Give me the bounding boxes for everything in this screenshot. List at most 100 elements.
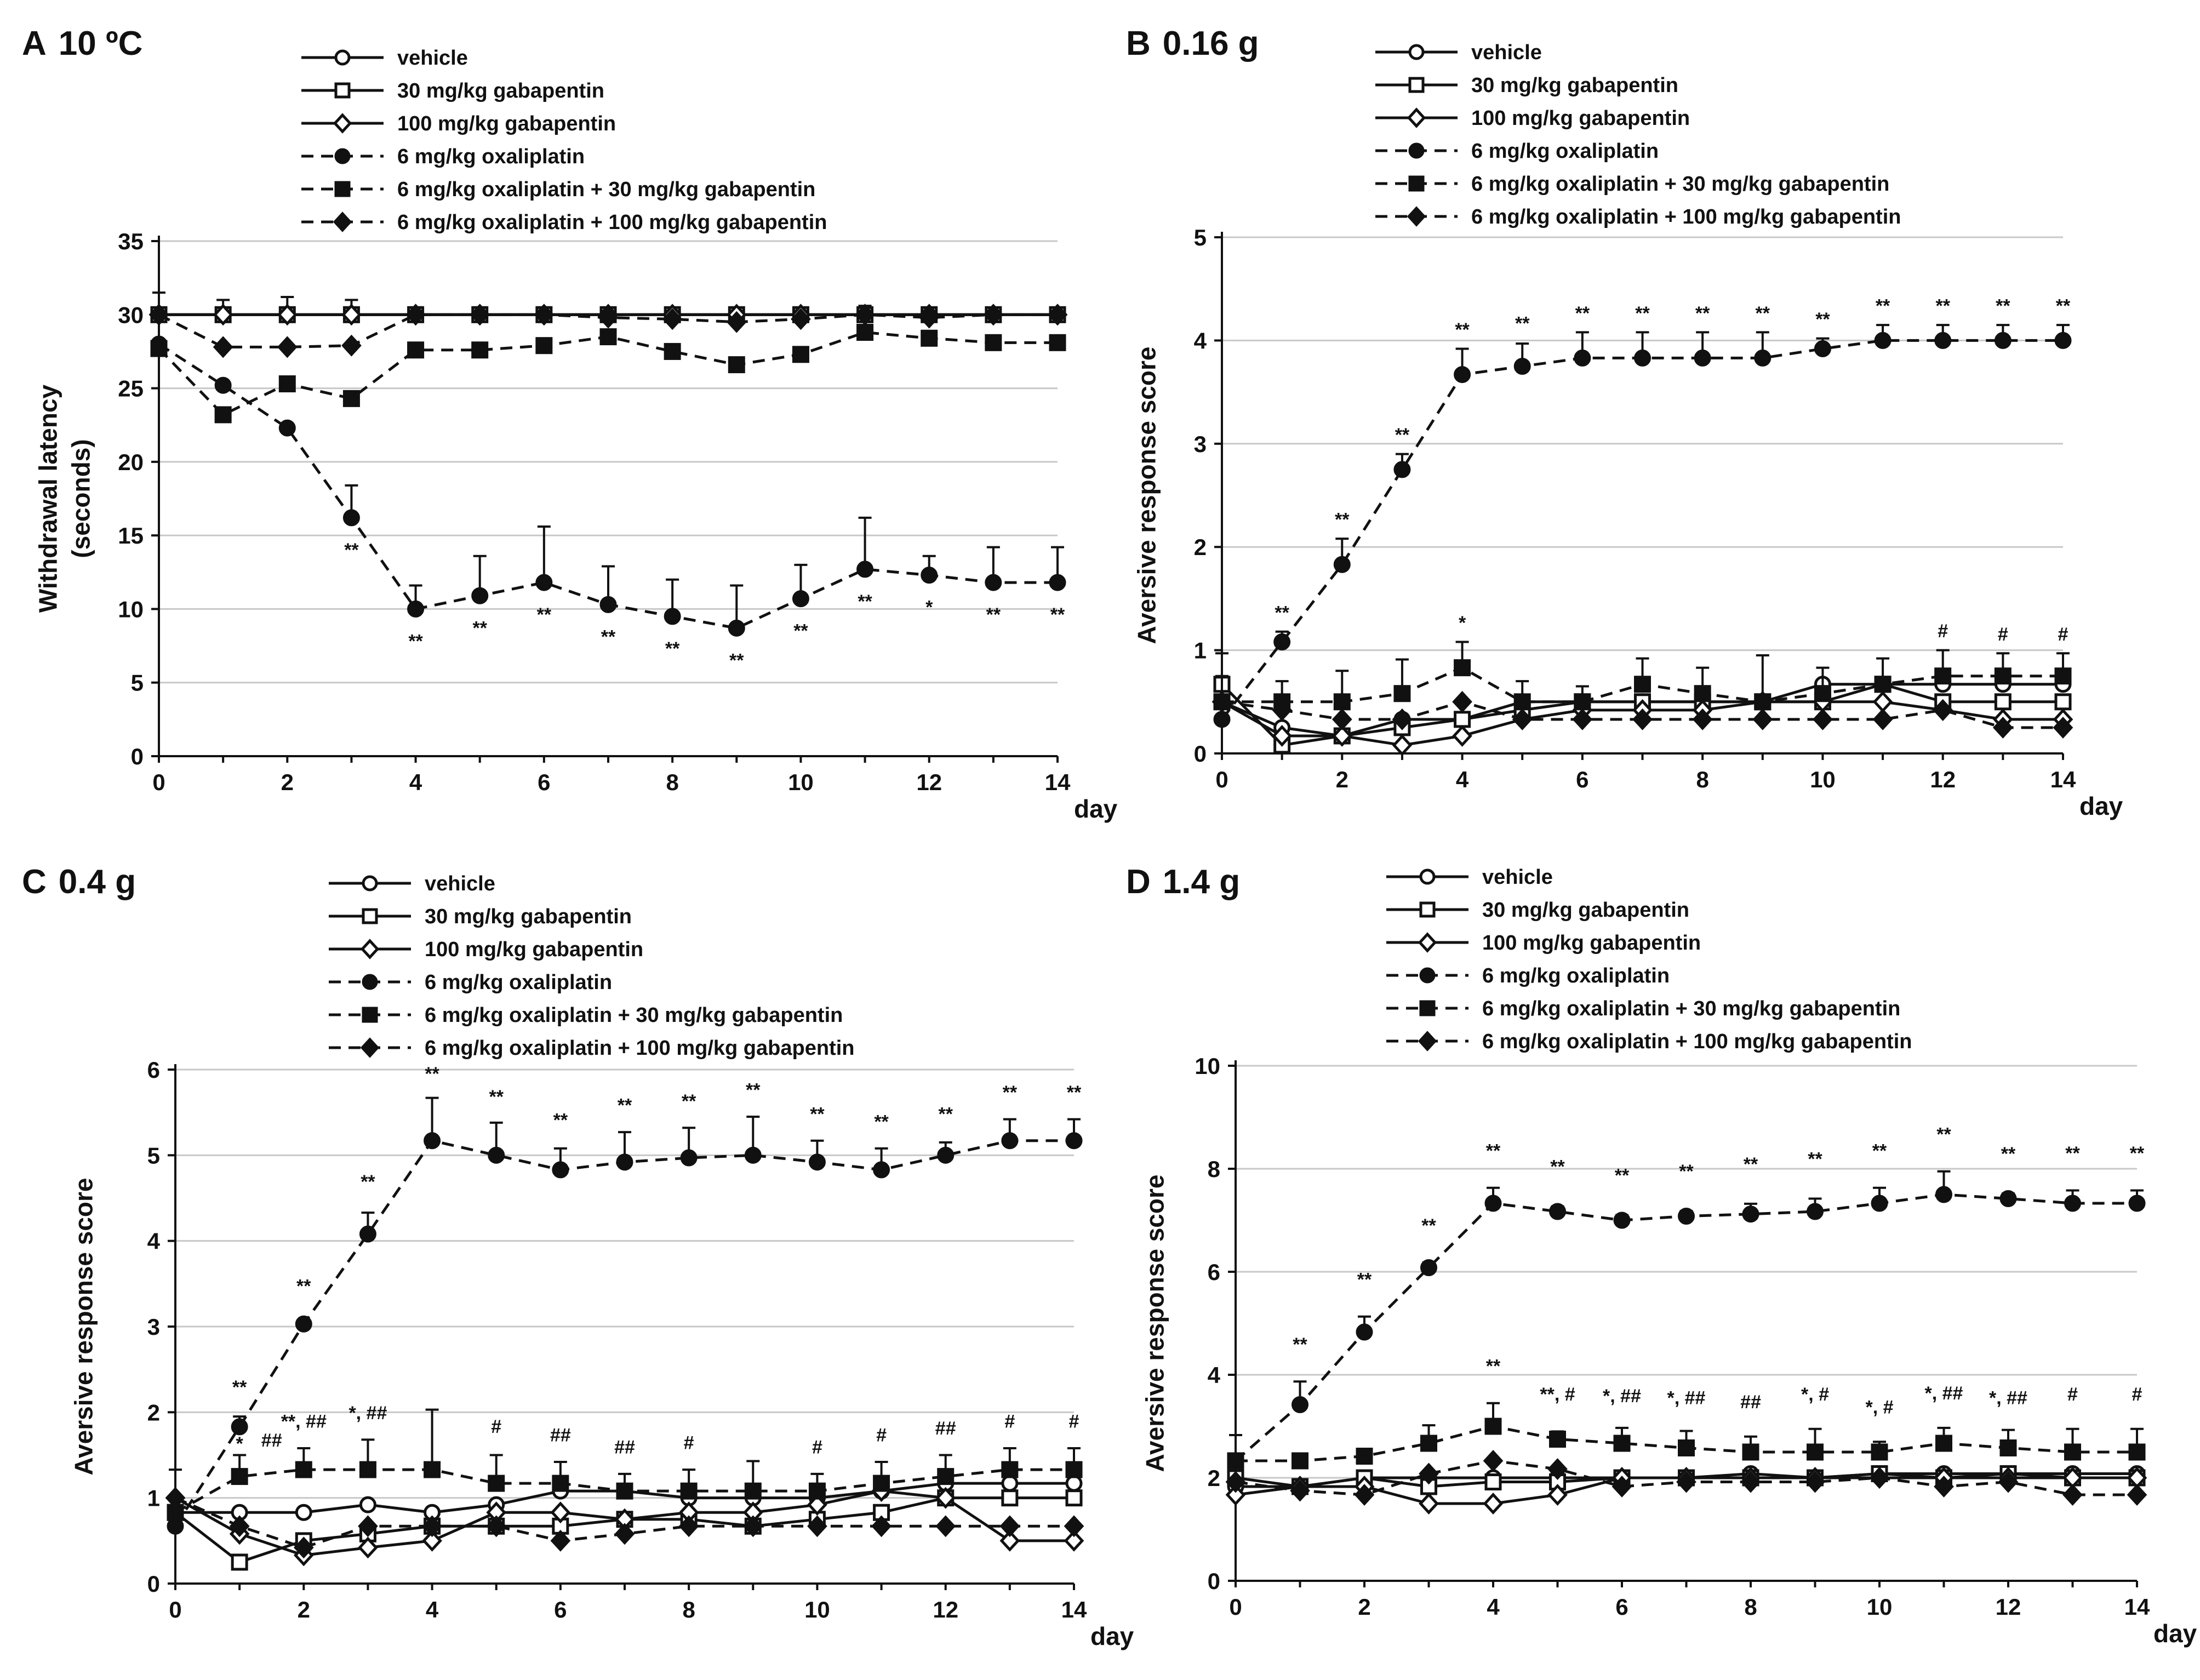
data-point bbox=[550, 1529, 571, 1552]
significance-marker: ** bbox=[938, 1104, 953, 1124]
significance-marker: ** bbox=[729, 650, 744, 671]
data-point bbox=[295, 1315, 312, 1333]
data-point bbox=[856, 324, 874, 341]
data-point bbox=[278, 375, 296, 393]
data-point bbox=[1354, 1484, 1375, 1506]
significance-marker: # bbox=[1938, 621, 1948, 642]
y-tick-label: 6 bbox=[1208, 1259, 1220, 1285]
significance-marker: * bbox=[236, 1433, 244, 1454]
data-point bbox=[359, 1496, 376, 1513]
data-point bbox=[1001, 1461, 1019, 1478]
x-tick-label: 8 bbox=[1744, 1594, 1757, 1620]
y-tick-label: 35 bbox=[118, 228, 144, 254]
legend-marker bbox=[333, 212, 352, 232]
significance-marker: ## bbox=[935, 1418, 956, 1439]
data-point bbox=[1292, 1452, 1308, 1470]
significance-marker: ** bbox=[1275, 602, 1289, 623]
x-tick-label: 14 bbox=[2124, 1594, 2150, 1620]
x-axis-title: day bbox=[2153, 1619, 2197, 1648]
data-point bbox=[1393, 461, 1411, 478]
legend-entry: 6 mg/kg oxaliplatin + 100 mg/kg gabapent… bbox=[329, 1037, 854, 1060]
legend-entry: vehicle bbox=[1386, 866, 1553, 889]
y-tick-label: 0 bbox=[1208, 1568, 1220, 1594]
y-tick-label: 4 bbox=[1208, 1362, 1221, 1388]
significance-marker: ** bbox=[665, 638, 680, 659]
data-point bbox=[1999, 1190, 2017, 1208]
data-point bbox=[1998, 1471, 2019, 1493]
data-point bbox=[295, 1504, 312, 1521]
significance-marker: ** bbox=[1996, 296, 2010, 317]
y-axis-title: Aversive response score bbox=[1133, 347, 1161, 644]
legend-label: 6 mg/kg oxaliplatin + 30 mg/kg gabapenti… bbox=[397, 178, 815, 201]
panel-condition: 1.4 g bbox=[1163, 863, 1240, 901]
data-point bbox=[1634, 349, 1651, 367]
legend-entry: 6 mg/kg oxaliplatin + 30 mg/kg gabapenti… bbox=[301, 178, 815, 201]
panel-letter: C bbox=[22, 863, 47, 901]
data-point bbox=[937, 1146, 955, 1164]
data-point bbox=[808, 1153, 826, 1171]
data-point bbox=[1807, 1443, 1824, 1461]
significance-marker: *, ## bbox=[1667, 1388, 1706, 1409]
data-point bbox=[422, 1515, 442, 1538]
data-point bbox=[919, 306, 940, 329]
y-tick-label: 8 bbox=[1208, 1156, 1220, 1182]
data-point bbox=[1934, 667, 1952, 685]
legend-marker bbox=[1408, 142, 1425, 159]
significance-marker: *, ## bbox=[1925, 1383, 1963, 1404]
data-point bbox=[999, 1529, 1020, 1552]
data-point bbox=[1513, 358, 1531, 375]
significance-marker: ** bbox=[874, 1111, 889, 1132]
significance-marker: ## bbox=[261, 1430, 282, 1451]
legend-label: 100 mg/kg gabapentin bbox=[425, 938, 643, 961]
panel-condition: 0.4 g bbox=[59, 863, 136, 901]
significance-marker: ** bbox=[2065, 1143, 2080, 1164]
data-point bbox=[1871, 1443, 1888, 1461]
data-point bbox=[2053, 716, 2073, 739]
significance-marker: ** bbox=[1395, 425, 1410, 445]
data-point bbox=[1934, 332, 1952, 349]
data-point bbox=[342, 509, 360, 527]
data-point bbox=[1290, 1479, 1310, 1502]
significance-marker: ** bbox=[489, 1087, 504, 1107]
data-point bbox=[552, 1161, 569, 1179]
data-point bbox=[728, 619, 745, 637]
data-point bbox=[1356, 1323, 1373, 1341]
data-point bbox=[1333, 556, 1351, 573]
data-point bbox=[1483, 1493, 1504, 1515]
significance-marker: ** bbox=[682, 1091, 696, 1112]
significance-marker: *, ## bbox=[348, 1403, 387, 1424]
significance-marker: # bbox=[2067, 1384, 2078, 1405]
data-point bbox=[1049, 574, 1066, 591]
significance-marker: * bbox=[1459, 613, 1466, 633]
data-point bbox=[662, 308, 683, 330]
data-point bbox=[614, 1523, 635, 1545]
y-tick-label: 5 bbox=[131, 670, 144, 696]
data-point bbox=[1934, 1476, 1954, 1498]
legend-label: 6 mg/kg oxaliplatin + 30 mg/kg gabapenti… bbox=[425, 1004, 843, 1027]
y-tick-label: 20 bbox=[118, 449, 144, 475]
data-point bbox=[424, 1461, 441, 1478]
y-tick-label: 5 bbox=[147, 1142, 160, 1168]
y-tick-label: 30 bbox=[118, 302, 144, 328]
data-point bbox=[165, 1487, 186, 1509]
x-tick-label: 12 bbox=[933, 1597, 958, 1622]
data-point bbox=[807, 1494, 827, 1516]
legend-entry: 30 mg/kg gabapentin bbox=[1386, 899, 1689, 922]
data-point bbox=[1692, 708, 1713, 730]
legend-entry: 100 mg/kg gabapentin bbox=[301, 112, 616, 135]
significance-marker: ** bbox=[1756, 303, 1770, 324]
data-point bbox=[1994, 693, 2012, 711]
significance-marker: ** bbox=[472, 618, 487, 638]
x-tick-label: 14 bbox=[1061, 1597, 1087, 1622]
significance-marker: ** bbox=[1455, 319, 1470, 340]
data-point bbox=[1332, 725, 1352, 747]
x-tick-label: 12 bbox=[1930, 767, 1956, 792]
significance-marker: ** bbox=[746, 1080, 761, 1101]
significance-marker: ** bbox=[1067, 1082, 1082, 1103]
data-point bbox=[599, 328, 617, 346]
data-point bbox=[1742, 1205, 1759, 1223]
data-point bbox=[855, 304, 875, 326]
x-tick-label: 0 bbox=[1215, 767, 1228, 792]
